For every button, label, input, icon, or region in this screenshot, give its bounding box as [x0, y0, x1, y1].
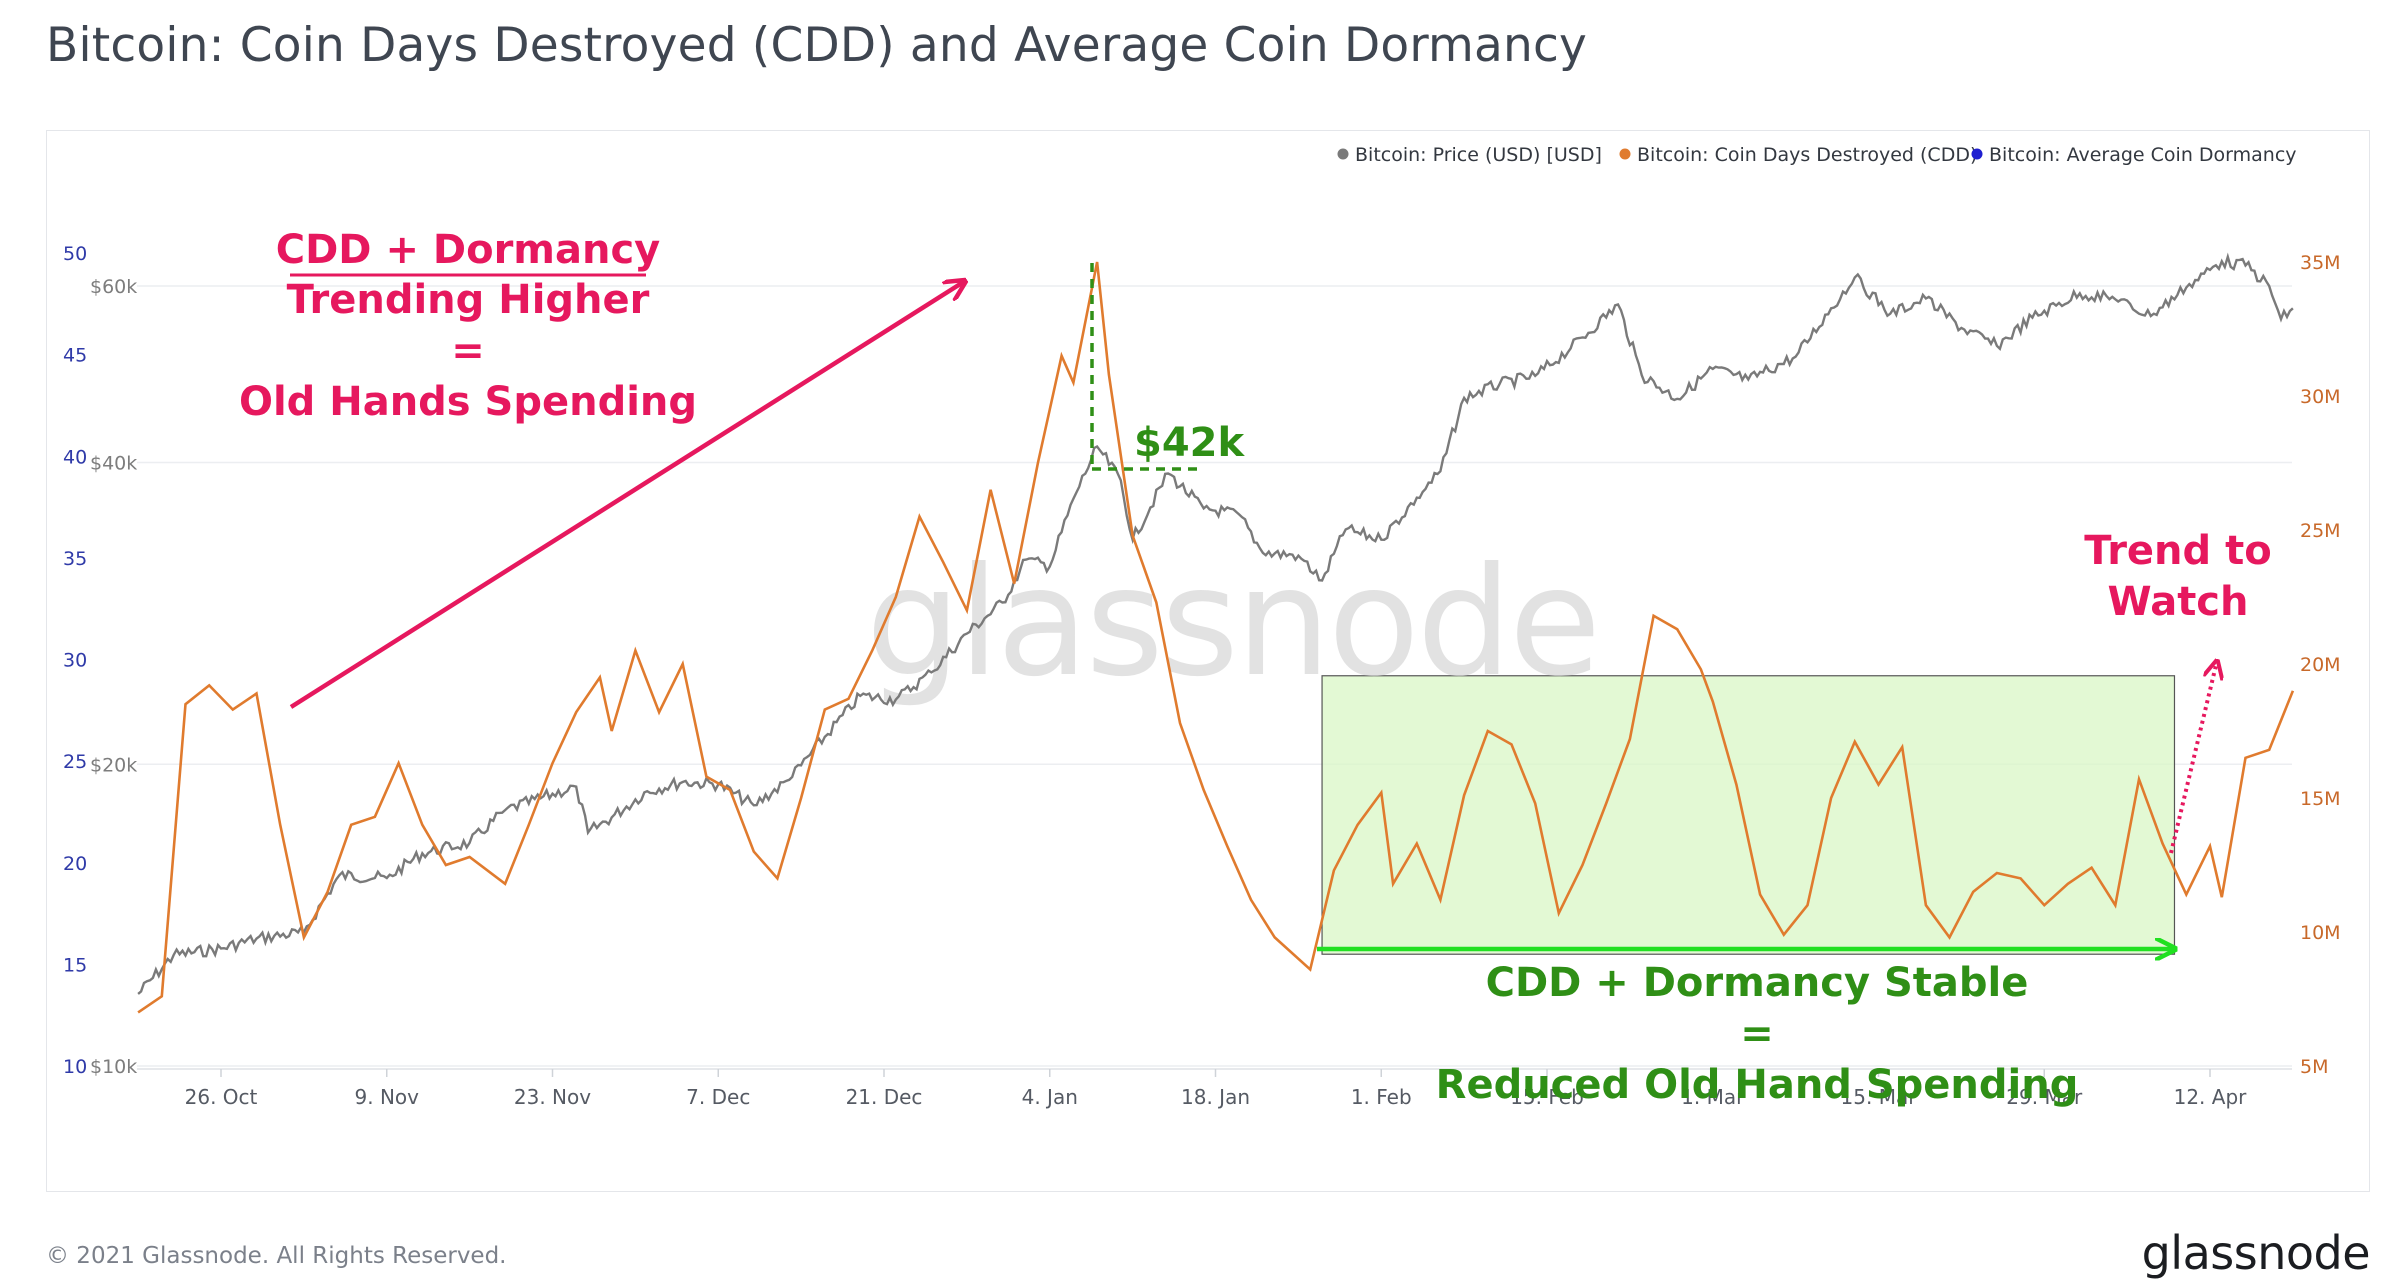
y-tick-cdd: 5M	[2300, 1056, 2328, 1078]
brand-logo: glassnode	[2141, 1226, 2371, 1280]
x-tick-label: 23. Nov	[514, 1085, 591, 1109]
annotation-left: CDD + Dormancy Trending Higher = Old Han…	[239, 227, 965, 709]
x-tick-label: 15. Mar	[1841, 1085, 1918, 1109]
x-tick-label: 12. Apr	[2174, 1085, 2248, 1109]
y-tick-price: $40k	[90, 453, 137, 475]
y-tick-dormancy: 50	[63, 243, 87, 265]
x-tick-label: 29. Mar	[2006, 1085, 2083, 1109]
annotation-right-line1: CDD + Dormancy Stable	[1486, 960, 2029, 1006]
y-tick-dormancy: 40	[63, 446, 87, 468]
x-tick-label: 15. Feb	[1510, 1085, 1584, 1109]
x-tick-label: 26. Oct	[185, 1085, 258, 1109]
x-tick-label: 18. Jan	[1181, 1085, 1250, 1109]
x-tick-label: 1. Feb	[1351, 1085, 1412, 1109]
y-tick-dormancy: 25	[63, 751, 87, 773]
arrow-trend-higher	[289, 281, 965, 709]
y-tick-dormancy: 30	[63, 650, 87, 672]
y-axis-cdd: 5M 10M 15M 20M 25M 30M 35M	[2300, 252, 2341, 1078]
legend-label: Bitcoin: Coin Days Destroyed (CDD)	[1637, 144, 1977, 166]
y-tick-dormancy: 20	[63, 853, 87, 875]
x-tick-label: 21. Dec	[846, 1085, 923, 1109]
y-axis-dormancy: 10 15 20 25 30 35 40 45 50	[63, 243, 87, 1078]
annotation-right-line3: Reduced Old Hand Spending	[1436, 1062, 2079, 1108]
annotation-trend-line1: Trend to	[2084, 528, 2271, 574]
legend: Bitcoin: Price (USD) [USD] Bitcoin: Coin …	[1337, 144, 2297, 166]
x-tick-label: 1. Mar	[1681, 1085, 1745, 1109]
y-tick-cdd: 15M	[2300, 788, 2341, 810]
x-axis: 26. Oct 9. Nov 23. Nov 7. Dec 21. Dec 4. Jan 1…	[185, 1069, 2248, 1109]
x-tick-label: 4. Jan	[1022, 1085, 1078, 1109]
annotation-left-line1: CDD + Dormancy	[276, 227, 660, 273]
price-drop-label: $42k	[1134, 420, 1245, 466]
y-tick-dormancy: 35	[63, 548, 87, 570]
y-tick-cdd: 35M	[2300, 252, 2341, 274]
y-tick-cdd: 25M	[2300, 520, 2341, 542]
y-tick-dormancy: 10	[63, 1056, 87, 1078]
annotation-left-line3: Old Hands Spending	[239, 379, 697, 425]
y-tick-price: $60k	[90, 276, 137, 298]
watermark: glassnode	[866, 536, 1598, 710]
y-tick-cdd: 20M	[2300, 654, 2341, 676]
annotation-right: CDD + Dormancy Stable = Reduced Old Hand…	[1317, 949, 2175, 1108]
annotation-trend-line2: Watch	[2108, 579, 2249, 625]
chart-frame: glassnode 10 15 20 25 30 35 40 45 50 $10k $20k $40…	[46, 130, 2370, 1192]
y-tick-dormancy: 15	[63, 954, 87, 976]
legend-marker	[1337, 148, 1349, 160]
x-tick-label: 9. Nov	[355, 1085, 420, 1109]
chart-svg: glassnode 10 15 20 25 30 35 40 45 50 $10k $20k $40…	[63, 144, 2341, 1109]
copyright-notice: © 2021 Glassnode. All Rights Reserved.	[46, 1243, 507, 1269]
y-tick-cdd: 30M	[2300, 386, 2341, 408]
y-tick-price: $10k	[90, 1056, 137, 1078]
annotation-trend: Trend to Watch	[2084, 528, 2272, 854]
x-tick-label: 7. Dec	[686, 1085, 750, 1109]
y-tick-price: $20k	[90, 754, 137, 776]
series-line-cdd	[137, 261, 2295, 1014]
legend-label: Bitcoin: Price (USD) [USD]	[1355, 144, 1602, 166]
y-tick-dormancy: 45	[63, 345, 87, 367]
stable-range-box	[1321, 675, 2176, 955]
legend-marker	[1971, 148, 1983, 160]
y-tick-cdd: 10M	[2300, 922, 2341, 944]
annotation-left-equals: =	[451, 328, 485, 374]
page-title: Bitcoin: Coin Days Destroyed (CDD) and A…	[46, 18, 1588, 73]
series-line-price	[137, 252, 2294, 995]
arrow-trend-watch	[2169, 661, 2217, 854]
legend-label: Bitcoin: Average Coin Dormancy	[1989, 144, 2297, 166]
legend-marker	[1619, 148, 1631, 160]
annotation-right-equals: =	[1740, 1011, 1774, 1057]
annotation-left-line2: Trending Higher	[287, 277, 650, 323]
y-axis-price: $10k $20k $40k $60k	[90, 276, 137, 1078]
annotation-price-drop: $42k	[1090, 263, 1245, 471]
